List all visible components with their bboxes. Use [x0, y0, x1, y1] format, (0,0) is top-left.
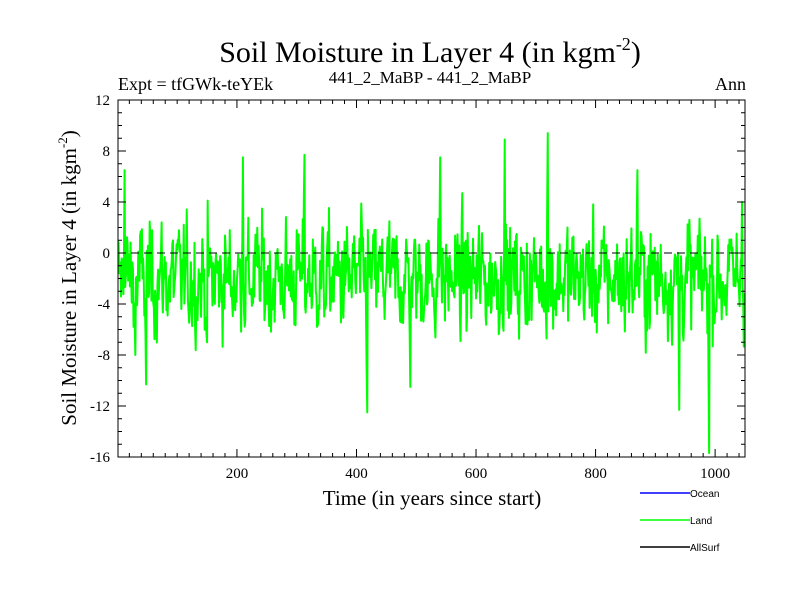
x-tick-labels: 200 400 600 800 1000	[226, 466, 730, 482]
y-tick-label: 4	[103, 195, 111, 211]
legend-label-ocean: Ocean	[690, 489, 719, 500]
land-series-line	[118, 132, 745, 455]
legend-label-land: Land	[690, 516, 712, 527]
y-tick-label: -8	[98, 348, 111, 364]
x-tick-label: 800	[584, 466, 607, 482]
subtitle-right: Ann	[715, 74, 746, 94]
y-tick-label: 8	[103, 144, 111, 160]
axis-ticks	[118, 99, 745, 458]
y-tick-labels: -16 -12 -8 -4 0 4 8 12	[90, 93, 111, 466]
x-tick-label: 600	[465, 466, 488, 482]
x-tick-label: 400	[345, 466, 368, 482]
x-axis-label: Time (in years since start)	[323, 486, 542, 510]
y-tick-label: 12	[95, 93, 110, 109]
legend-label-allsurf: AllSurf	[690, 543, 720, 554]
y-tick-label: -4	[98, 297, 111, 313]
chart-title: Soil Moisture in Layer 4 (in kgm-2)	[219, 34, 641, 69]
x-tick-label: 200	[226, 466, 249, 482]
y-tick-label: -12	[90, 399, 110, 415]
x-tick-label: 1000	[700, 466, 730, 482]
y-tick-label: 0	[103, 246, 111, 262]
y-axis-label: Soil Moisture in Layer 4 (in kgm-2)	[55, 130, 81, 425]
subtitle-center: 441_2_MaBP - 441_2_MaBP	[329, 68, 531, 87]
legend: Ocean Land AllSurf	[640, 489, 720, 554]
plot-frame	[117, 99, 746, 458]
y-tick-label: -16	[90, 450, 110, 466]
subtitle-left: Expt = tfGWk-teYEk	[118, 74, 273, 94]
